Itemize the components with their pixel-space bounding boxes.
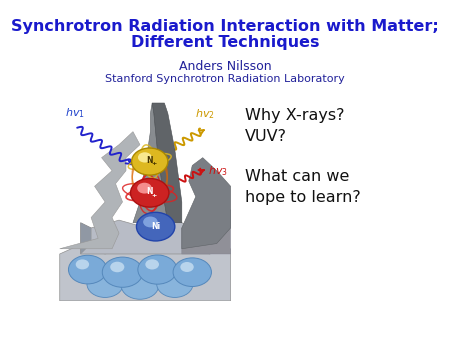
Circle shape [137, 183, 152, 194]
Text: Different Techniques: Different Techniques [131, 35, 319, 50]
Circle shape [76, 259, 89, 269]
Polygon shape [133, 103, 168, 223]
Text: Ni: Ni [151, 222, 160, 231]
Circle shape [145, 259, 159, 269]
Circle shape [173, 258, 212, 287]
Text: N: N [146, 156, 153, 165]
Circle shape [130, 178, 169, 207]
Text: N: N [146, 187, 153, 196]
Circle shape [180, 262, 194, 272]
Text: Why X-rays?
VUV?: Why X-rays? VUV? [245, 108, 345, 144]
Polygon shape [81, 220, 210, 254]
Text: What can we
hope to learn?: What can we hope to learn? [245, 169, 361, 205]
Text: hv$_3$: hv$_3$ [208, 164, 228, 177]
Circle shape [121, 271, 159, 299]
Text: Anders Nilsson: Anders Nilsson [179, 60, 271, 73]
Text: hv$_1$: hv$_1$ [65, 106, 86, 120]
Circle shape [136, 212, 175, 241]
Text: Stanford Synchrotron Radiation Laboratory: Stanford Synchrotron Radiation Laborator… [105, 74, 345, 84]
Circle shape [87, 270, 123, 297]
Circle shape [102, 257, 143, 287]
Circle shape [138, 152, 152, 163]
Polygon shape [152, 103, 182, 223]
Circle shape [68, 255, 107, 284]
Circle shape [131, 148, 168, 175]
Polygon shape [182, 158, 230, 249]
Circle shape [157, 270, 193, 297]
Polygon shape [60, 246, 230, 301]
Polygon shape [182, 210, 230, 254]
Polygon shape [81, 223, 91, 254]
Text: +: + [152, 193, 157, 198]
Polygon shape [60, 132, 140, 249]
Circle shape [143, 217, 157, 227]
Circle shape [110, 262, 124, 272]
Circle shape [138, 255, 177, 284]
Text: hv$_2$: hv$_2$ [194, 107, 214, 121]
Text: +: + [151, 161, 157, 166]
Text: Synchrotron Radiation Interaction with Matter;: Synchrotron Radiation Interaction with M… [11, 19, 439, 33]
